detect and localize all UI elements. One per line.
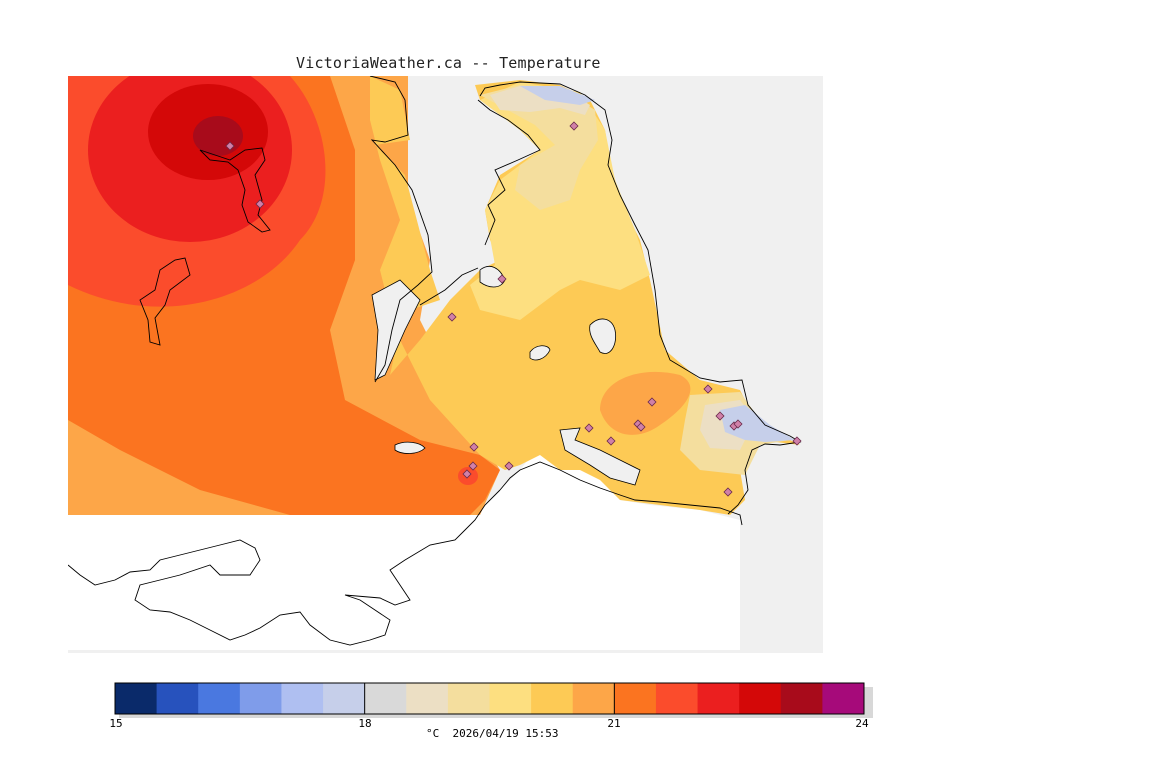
diamond-icon xyxy=(733,419,743,429)
legend-color-box xyxy=(447,683,490,714)
legend-tick-label: 21 xyxy=(607,717,621,730)
legend-color-boxes xyxy=(115,683,865,714)
diamond-icon xyxy=(636,422,646,432)
diamond-icon xyxy=(606,436,616,446)
diamond-icon xyxy=(255,199,265,209)
diamond-icon xyxy=(504,461,514,471)
legend-tick-label: 15 xyxy=(109,717,123,730)
coastlines xyxy=(68,76,802,646)
legend-color-box xyxy=(198,683,241,714)
legend-color-box xyxy=(531,683,574,714)
contour-east-coolest xyxy=(720,405,795,442)
legend-color-box xyxy=(822,683,865,714)
diamond-icon xyxy=(715,411,725,421)
diamond-icon xyxy=(469,442,479,452)
diamond-icon xyxy=(497,274,507,284)
water-region xyxy=(68,430,740,650)
legend-color-box xyxy=(655,683,699,714)
legend-color-box xyxy=(489,683,532,714)
legend-color-box xyxy=(115,683,158,714)
diamond-icon xyxy=(584,423,594,433)
legend-color-box xyxy=(572,683,615,714)
contour-east-warm xyxy=(600,371,691,435)
legend-tick-label: 24 xyxy=(855,717,869,730)
diamond-icon xyxy=(703,384,713,394)
diamond-icon xyxy=(468,461,478,471)
legend-color-box xyxy=(323,683,366,714)
legend-color-box xyxy=(780,683,823,714)
map-title: VictoriaWeather.ca -- Temperature xyxy=(296,54,601,72)
temperature-map xyxy=(68,76,823,653)
contour-18-5 xyxy=(520,86,595,105)
diamond-icon xyxy=(792,436,802,446)
legend-tick-label: 18 xyxy=(358,717,372,730)
diamond-icon xyxy=(225,141,235,151)
legend-tick-marks xyxy=(114,683,865,714)
inlets xyxy=(371,266,641,486)
legend-color-box xyxy=(614,683,657,714)
diamond-icon xyxy=(447,312,457,322)
diamond-icon xyxy=(647,397,657,407)
diamond-icon xyxy=(723,487,733,497)
station-markers xyxy=(225,121,802,497)
units-and-timestamp: °C 2026/04/19 15:53 xyxy=(426,727,559,740)
legend-color-box xyxy=(406,683,449,714)
legend-color-box xyxy=(697,683,740,714)
legend-color-box xyxy=(239,683,282,714)
diamond-icon xyxy=(462,469,472,479)
contour-19-5 xyxy=(480,85,598,210)
legend-color-box xyxy=(156,683,199,714)
legend-color-box xyxy=(364,683,407,714)
diamond-icon xyxy=(569,121,579,131)
contour-fields xyxy=(68,76,800,515)
legend-color-box xyxy=(739,683,782,714)
legend-color-box xyxy=(281,683,324,714)
